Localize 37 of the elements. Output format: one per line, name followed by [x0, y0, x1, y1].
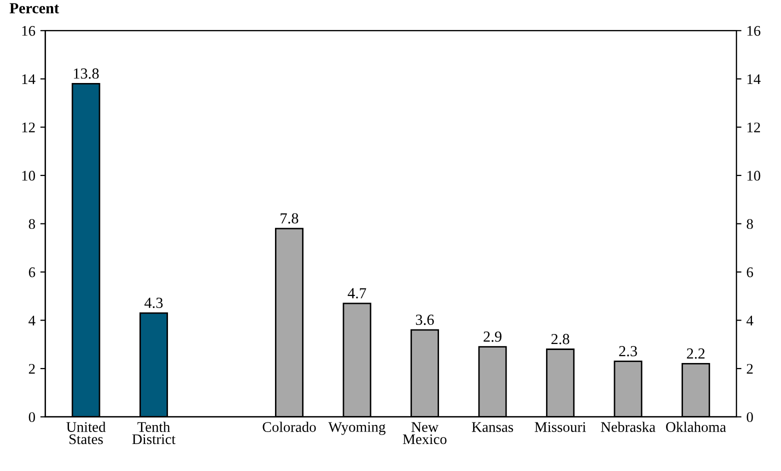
y-tick-label: 2	[28, 364, 35, 374]
x-tick-label: Nebraska	[600, 422, 656, 432]
x-tick-label: Colorado	[262, 422, 316, 432]
data-label: 2.3	[619, 346, 638, 356]
x-tick-label: Oklahoma	[666, 422, 726, 432]
x-tick-label: Kansas	[472, 422, 514, 432]
y-tick-label: 4	[28, 316, 36, 326]
y-tick-label: 8	[28, 219, 36, 229]
data-label: 4.3	[144, 298, 163, 308]
data-label: 4.7	[348, 288, 366, 298]
x-tick-label: United States	[66, 422, 106, 444]
x-tick-label: New Mexico	[402, 422, 446, 444]
x-tick-label: Missouri	[534, 422, 586, 432]
y-tick-label: 6	[28, 267, 36, 278]
y2-tick-label: 10	[747, 170, 760, 181]
y-tick-label: 10	[22, 170, 36, 181]
y-tick-label: 16	[22, 26, 36, 36]
data-label: 7.8	[280, 213, 298, 224]
y-tick-label: 12	[22, 122, 35, 132]
y2-tick-label: 4	[746, 316, 754, 326]
y2-tick-label: 2	[746, 364, 753, 374]
data-label: 13.8	[74, 68, 99, 79]
y-tick-label: 0	[28, 412, 36, 422]
y-tick-label: 14	[22, 74, 36, 84]
y-axis-title: Percent	[10, 3, 60, 14]
y2-tick-label: 6	[746, 267, 754, 278]
x-tick-label: Wyoming	[328, 422, 386, 435]
y2-tick-label: 0	[746, 412, 753, 422]
data-label: 2.2	[686, 348, 705, 359]
data-label: 2.9	[484, 332, 502, 342]
y2-tick-label: 14	[747, 74, 761, 84]
x-tick-label: Tenth District	[132, 422, 176, 444]
y2-tick-label: 16	[747, 26, 760, 36]
data-label: 2.8	[551, 334, 570, 344]
y2-tick-label: 8	[746, 219, 753, 229]
y2-tick-label: 12	[747, 122, 760, 132]
data-label: 3.6	[416, 314, 434, 325]
